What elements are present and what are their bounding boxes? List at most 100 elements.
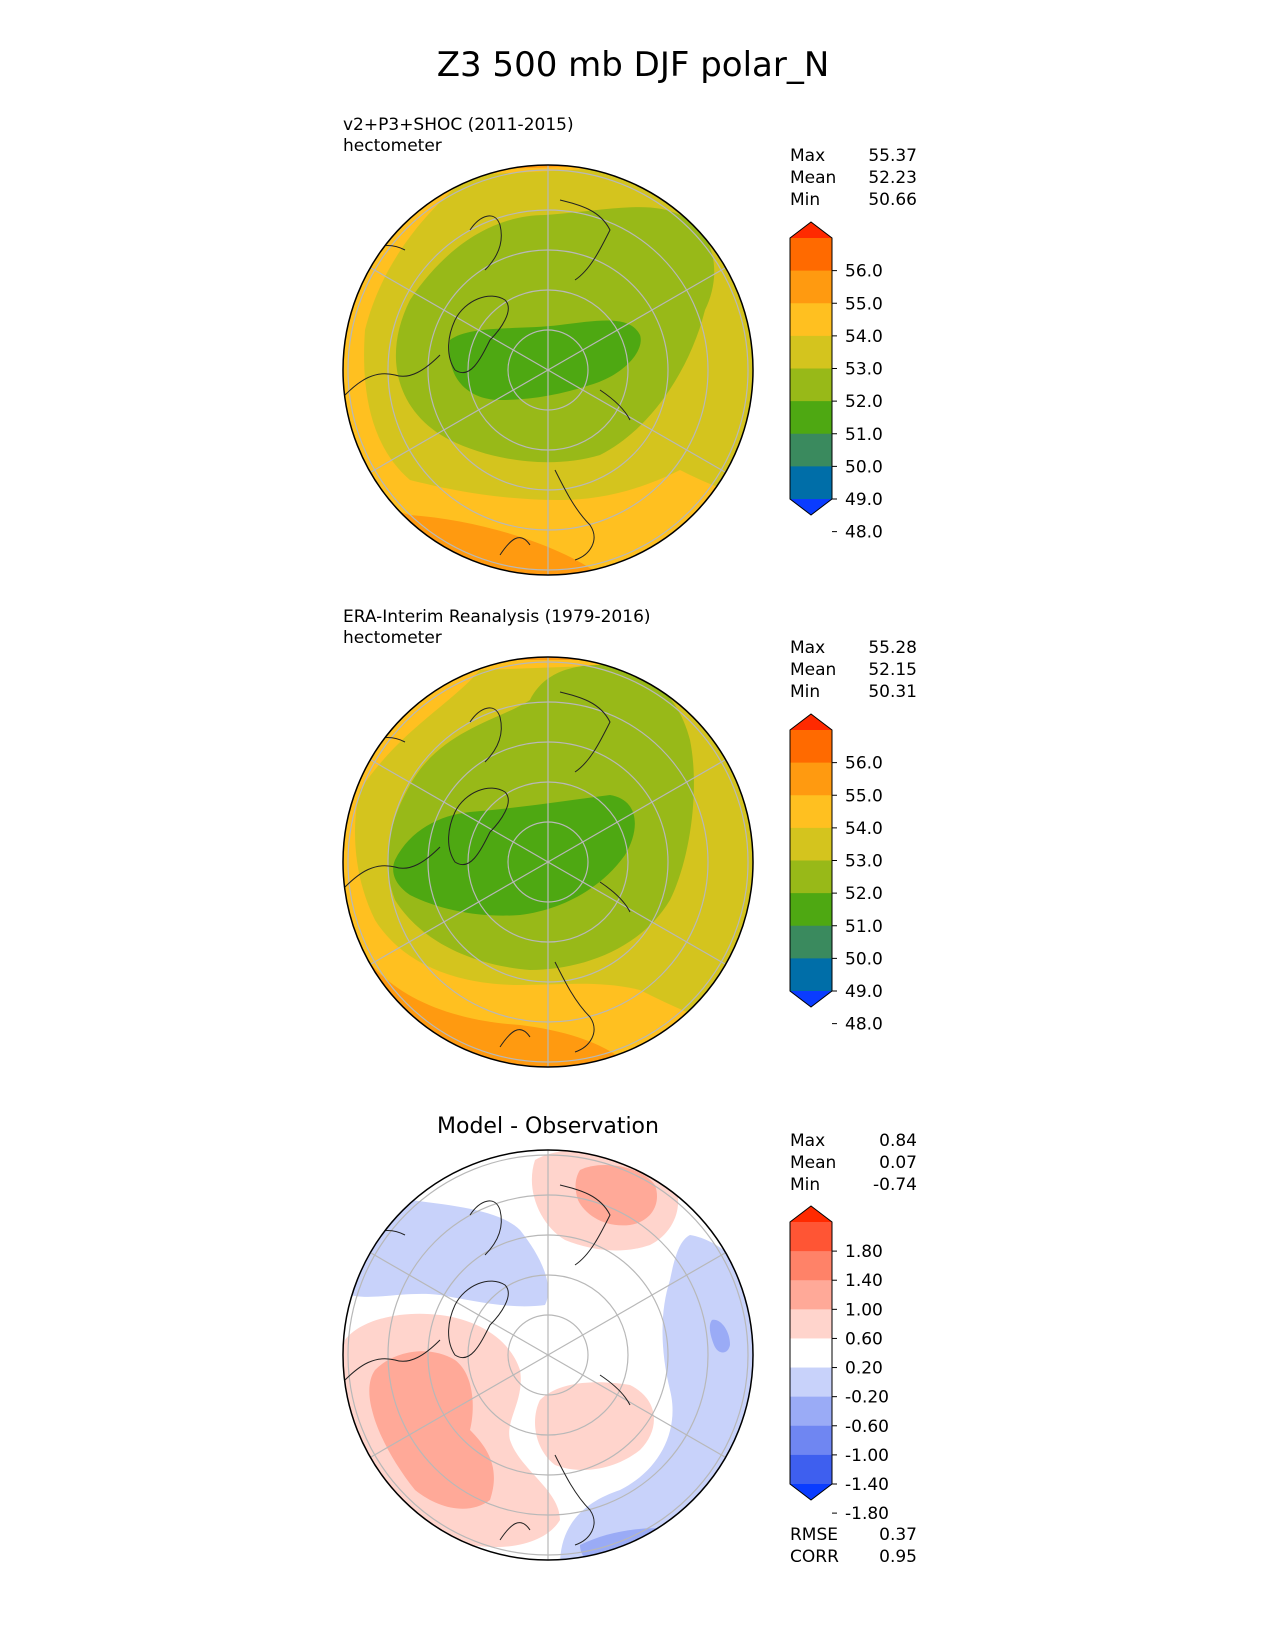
polar-map-test [343, 165, 753, 575]
stat-max-label: Max [790, 638, 825, 658]
colorbar-segment [790, 730, 832, 764]
colorbar-segment [790, 401, 832, 435]
anomaly-pos-west-core [369, 1351, 494, 1509]
map-outline-difference [342, 1149, 754, 1561]
colorbar-segment [790, 466, 832, 500]
stats-test: Max 55.37 Mean 52.23 Min 50.66 [790, 146, 917, 210]
colorbar-extend-top [790, 714, 832, 730]
colorbar-tick-label: 55.0 [845, 786, 883, 806]
graticule-test [347, 165, 749, 575]
anomaly-pos-north-core [575, 1165, 658, 1226]
panel-reference-title: ERA-Interim Reanalysis (1979-2016) [343, 607, 651, 627]
colorbar-tick-label: 53.0 [845, 852, 883, 872]
map-outline-test [342, 164, 754, 576]
colorbar-segment [790, 1338, 832, 1369]
colorbar-segment [790, 925, 832, 959]
colorbar-segment [790, 270, 832, 304]
colorbar-difference: 1.80 1.40 1.00 0.60 0.20 -0.20 -0.60 -1.00 -1.40… [789, 1205, 889, 1524]
colorbar-tick-label: 55.0 [845, 294, 883, 314]
colorbar-extend-top [790, 1206, 832, 1222]
colorbar-segment [790, 1425, 832, 1456]
colorbar-tick-label: 54.0 [845, 819, 883, 839]
stat-mean-label: Mean [790, 660, 836, 680]
metric-rmse-label: RMSE [790, 1525, 838, 1545]
anomaly-neg-med [709, 1319, 730, 1353]
panel-test-units: hectometer [343, 136, 442, 156]
panel-reference-units: hectometer [343, 628, 442, 648]
stat-mean-label: Mean [790, 1153, 836, 1173]
colorbar-tick-label: -1.80 [845, 1504, 889, 1524]
stat-mean-value: 52.15 [868, 660, 917, 680]
colorbar-segment [790, 958, 832, 992]
stat-min-value: 50.31 [868, 682, 917, 702]
colorbar-tick-label: -0.20 [845, 1388, 889, 1408]
colorbar-tick-label: 56.0 [845, 262, 883, 282]
colorbar-segment [790, 1396, 832, 1427]
panel-test-title: v2+P3+SHOC (2011-2015) [343, 115, 574, 135]
metric-corr-label: CORR [790, 1547, 839, 1567]
colorbar-extend-top [790, 222, 832, 238]
colorbar-segment [790, 795, 832, 829]
colorbar-tick-label: 50.0 [845, 949, 883, 969]
colorbar-tick-label: 1.40 [845, 1271, 883, 1291]
stat-min-label: Min [790, 190, 820, 210]
colorbar-extend-bottom [790, 499, 832, 515]
colorbar-test: 56.0 55.0 54.0 53.0 52.0 51.0 50.0 49.0 48.0 [789, 221, 883, 543]
colorbar-tick-label: 0.60 [845, 1329, 883, 1349]
metric-corr-value: 0.95 [879, 1547, 917, 1567]
stat-mean-label: Mean [790, 168, 836, 188]
colorbar-tick-label: 49.0 [845, 982, 883, 1002]
colorbar-tick-label: 48.0 [845, 1015, 883, 1035]
colorbar-tick-label: -0.60 [845, 1417, 889, 1437]
panel-test: v2+P3+SHOC (2011-2015) hectometer [342, 115, 917, 576]
stat-min-label: Min [790, 1175, 820, 1195]
stats-difference: Max 0.84 Mean 0.07 Min -0.74 [790, 1131, 917, 1195]
colorbar-segment [790, 238, 832, 272]
stat-mean-value: 0.07 [879, 1153, 917, 1173]
stats-reference: Max 55.28 Mean 52.15 Min 50.31 [790, 638, 917, 702]
stat-max-value: 0.84 [879, 1131, 917, 1151]
colorbar-tick-label: 1.80 [845, 1242, 883, 1262]
panel-difference-title: Model - Observation [437, 1114, 659, 1139]
colorbar-segment [790, 335, 832, 369]
anomaly-neg-atlantic [343, 1200, 549, 1307]
colorbar-tick-label: 50.0 [845, 457, 883, 477]
colorbar-extend-bottom [790, 991, 832, 1007]
colorbar-reference: 56.0 55.0 54.0 53.0 52.0 51.0 50.0 49.0 48.0 [789, 713, 883, 1035]
colorbar-tick-label: 51.0 [845, 917, 883, 937]
colorbar-segment [790, 1280, 832, 1310]
colorbar-segment [790, 762, 832, 796]
colorbar-tick-label: 53.0 [845, 360, 883, 380]
metric-rmse-value: 0.37 [879, 1525, 917, 1545]
colorbar-tick-label: 52.0 [845, 392, 883, 412]
metrics-difference: RMSE 0.37 CORR 0.95 [790, 1525, 917, 1567]
colorbar-segment [790, 1222, 832, 1252]
panel-reference: ERA-Interim Reanalysis (1979-2016) hecto… [342, 607, 917, 1068]
colorbar-segment [790, 893, 832, 927]
stat-max-label: Max [790, 1131, 825, 1151]
stat-max-label: Max [790, 146, 825, 166]
colorbar-tick-label: 1.00 [845, 1300, 883, 1320]
graticule-reference [347, 657, 749, 1067]
panel-difference: Model - Observation [342, 1114, 917, 1567]
graticule-difference [347, 1150, 749, 1560]
stat-min-value: -0.74 [873, 1175, 917, 1195]
stat-min-value: 50.66 [868, 190, 917, 210]
colorbar-segment [790, 1309, 832, 1339]
colorbar-tick-label: 52.0 [845, 884, 883, 904]
colorbar-segment [790, 433, 832, 467]
colorbar-segment [790, 827, 832, 861]
colorbar-tick-label: -1.40 [845, 1475, 889, 1495]
colorbar-segment [790, 860, 832, 894]
map-outline-reference [342, 656, 754, 1068]
colorbar-segment [790, 1251, 832, 1281]
colorbar-segment [790, 368, 832, 402]
colorbar-tick-label: 0.20 [845, 1359, 883, 1379]
stat-max-value: 55.28 [868, 638, 917, 658]
band-51-reference [393, 795, 635, 916]
stat-mean-value: 52.23 [868, 168, 917, 188]
colorbar-tick-label: 54.0 [845, 327, 883, 347]
colorbar-tick-label: 56.0 [845, 754, 883, 774]
colorbar-extend-bottom [790, 1484, 832, 1500]
colorbar-tick-label: 48.0 [845, 523, 883, 543]
